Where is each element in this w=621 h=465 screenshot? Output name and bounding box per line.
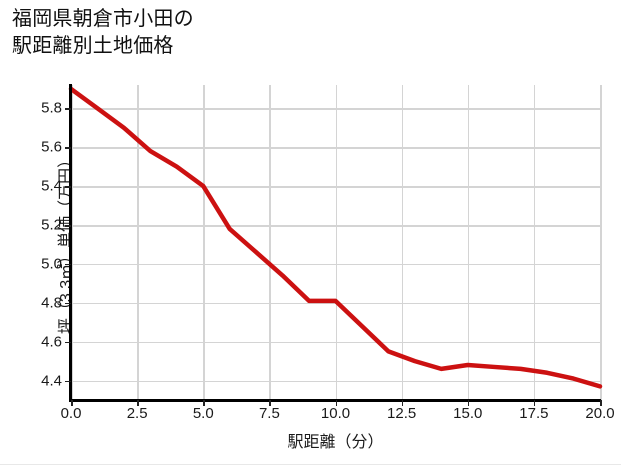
x-tick-label: 17.5 bbox=[519, 405, 549, 422]
x-tick-label: 2.5 bbox=[126, 405, 148, 422]
gridline-vertical bbox=[533, 85, 536, 400]
y-tick-label: 5.4 bbox=[41, 177, 62, 195]
y-tick-mark bbox=[65, 380, 71, 383]
y-tick-label: 5.0 bbox=[41, 255, 62, 273]
y-tick-label: 4.8 bbox=[41, 294, 62, 312]
y-tick-label: 4.4 bbox=[41, 372, 62, 390]
x-tick-mark bbox=[533, 400, 536, 406]
y-tick-mark bbox=[65, 225, 71, 227]
x-tick-label: 15.0 bbox=[453, 405, 483, 422]
x-tick-label: 0.0 bbox=[60, 405, 82, 422]
x-tick-label: 5.0 bbox=[192, 405, 214, 422]
gridline-vertical bbox=[203, 85, 205, 400]
y-tick-mark bbox=[65, 302, 71, 305]
y-tick-mark bbox=[65, 341, 71, 344]
x-tick-mark bbox=[401, 400, 404, 406]
x-tick-label: 12.5 bbox=[387, 405, 417, 422]
gridline-vertical bbox=[269, 85, 271, 400]
plot-area bbox=[68, 84, 603, 402]
y-tick-mark bbox=[65, 108, 71, 110]
chart-title: 福岡県朝倉市小田の 駅距離別土地価格 bbox=[12, 8, 194, 57]
gridline-vertical bbox=[600, 85, 602, 400]
y-tick-label: 5.2 bbox=[41, 216, 62, 234]
y-tick-label: 4.6 bbox=[41, 333, 62, 351]
gridline-vertical bbox=[335, 85, 338, 400]
y-tick-mark bbox=[65, 186, 71, 188]
x-tick-label: 7.5 bbox=[258, 405, 280, 422]
x-axis-spine bbox=[69, 399, 601, 402]
x-tick-mark bbox=[137, 400, 139, 406]
x-tick-label: 10.0 bbox=[320, 405, 351, 422]
gridline-vertical bbox=[137, 85, 139, 400]
x-tick-mark bbox=[467, 400, 470, 406]
x-axis-title: 駅距離（分） bbox=[287, 434, 384, 451]
gridline-vertical bbox=[71, 85, 73, 400]
series-line-tsubo-unit-price bbox=[68, 86, 603, 389]
x-tick-label: 20.0 bbox=[585, 405, 615, 422]
x-tick-mark bbox=[600, 400, 602, 406]
x-tick-mark bbox=[269, 400, 271, 406]
y-tick-label: 5.6 bbox=[41, 138, 62, 156]
gridline-vertical bbox=[401, 85, 404, 400]
y-tick-mark bbox=[65, 263, 71, 266]
y-axis-spine bbox=[69, 84, 72, 401]
x-tick-mark bbox=[71, 400, 73, 406]
line-series-layer bbox=[68, 86, 603, 389]
x-tick-mark bbox=[335, 400, 338, 406]
gridline-vertical bbox=[467, 85, 470, 400]
y-tick-mark bbox=[65, 147, 71, 149]
y-axis-ticklabels: 4.4 4.6 4.8 5.0 5.2 5.4 5.6 5.8 bbox=[0, 0, 62, 464]
x-tick-mark bbox=[203, 400, 205, 406]
y-tick-label: 5.8 bbox=[41, 99, 62, 117]
